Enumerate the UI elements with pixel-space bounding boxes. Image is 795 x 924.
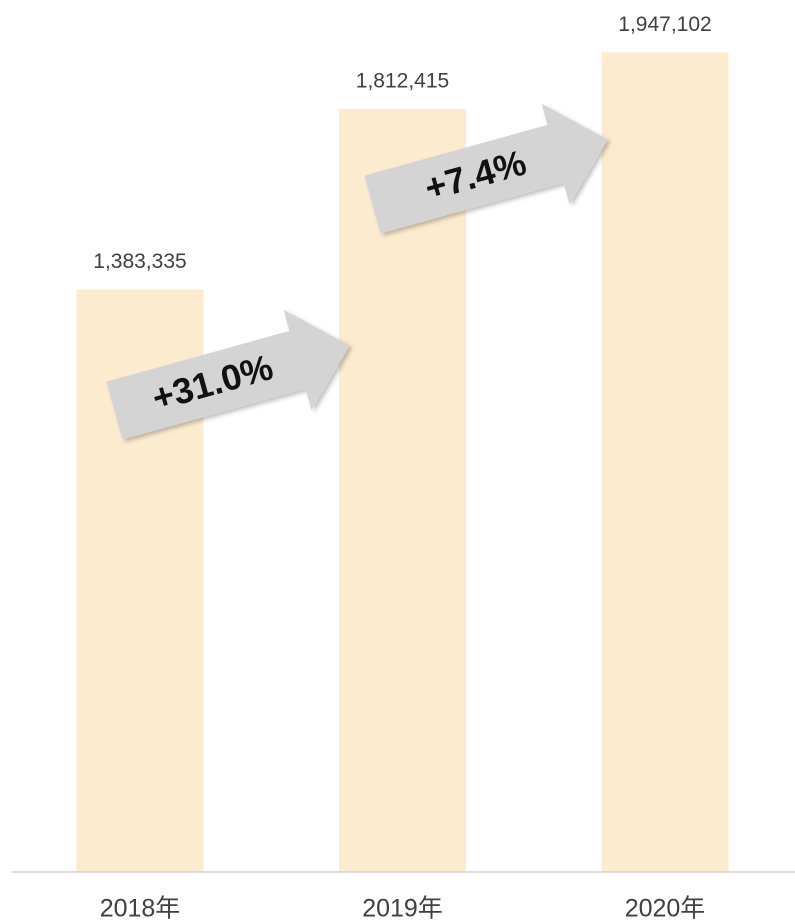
- bar: [339, 108, 466, 873]
- bar: [601, 52, 729, 872]
- arrow-shape: [106, 309, 350, 440]
- value-label: 1,812,415: [356, 70, 449, 93]
- x-tick-label: 2018年: [100, 895, 181, 923]
- value-label: 1,947,102: [618, 13, 711, 36]
- x-tick-label: 2020年: [625, 895, 706, 923]
- x-tick-label: 2019年: [362, 895, 443, 923]
- value-label: 1,383,335: [93, 250, 186, 273]
- arrow-shape: [364, 103, 608, 234]
